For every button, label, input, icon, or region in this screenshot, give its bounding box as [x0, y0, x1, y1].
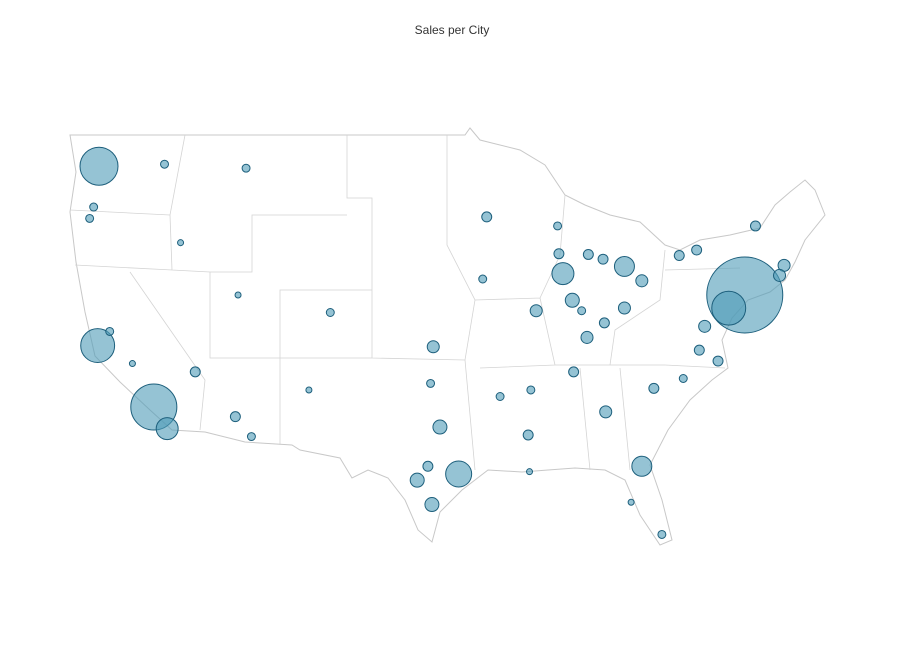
- city-bubble: [693, 344, 705, 356]
- state-borders: [69, 134, 741, 471]
- city-bubble: [526, 468, 534, 476]
- city-bubble: [582, 248, 594, 260]
- city-bubble: [246, 432, 256, 442]
- city-bubble: [597, 253, 609, 265]
- city-bubble: [698, 319, 712, 333]
- city-bubble: [553, 248, 565, 260]
- city-bubble: [564, 292, 580, 308]
- city-bubble: [568, 366, 580, 378]
- city-bubble: [155, 417, 179, 441]
- city-bubble: [128, 360, 136, 368]
- city-bubble: [526, 385, 536, 395]
- city-bubble: [241, 163, 251, 173]
- country-outline: [69, 127, 826, 546]
- city-bubble: [749, 220, 761, 232]
- city-bubble: [409, 472, 425, 488]
- city-bubble: [445, 460, 473, 488]
- city-bubble: [177, 239, 185, 247]
- city-bubble: [85, 213, 95, 223]
- city-bubble: [478, 274, 488, 284]
- city-bubble: [79, 146, 119, 186]
- city-bubble: [657, 529, 667, 539]
- city-bubble: [712, 355, 724, 367]
- city-bubble: [648, 382, 660, 394]
- city-bubble: [234, 291, 242, 299]
- city-bubble: [160, 159, 169, 169]
- city-bubble: [422, 460, 434, 472]
- city-bubble: [551, 262, 575, 286]
- city-bubble: [711, 290, 747, 326]
- city-bubble: [635, 274, 649, 288]
- city-bubble: [678, 374, 688, 383]
- chart-title: Sales per City: [415, 23, 490, 37]
- city-bubble: [617, 301, 631, 315]
- city-bubble: [424, 497, 440, 513]
- city-bubble: [529, 304, 543, 318]
- city-bubble: [598, 317, 610, 329]
- city-bubble: [627, 498, 635, 506]
- city-bubble: [426, 340, 440, 354]
- city-bubble: [613, 255, 635, 277]
- city-bubble: [426, 378, 436, 388]
- city-bubble: [80, 328, 116, 364]
- city-bubble: [691, 244, 703, 256]
- city-bubble: [325, 308, 335, 317]
- city-bubble: [673, 250, 685, 262]
- city-bubble: [577, 306, 587, 316]
- city-bubble: [229, 411, 241, 423]
- city-bubble: [105, 326, 115, 336]
- city-bubble: [631, 455, 653, 477]
- city-bubble: [580, 330, 594, 344]
- city-bubble: [189, 366, 201, 378]
- city-bubble: [89, 202, 99, 212]
- city-bubble: [553, 221, 563, 231]
- city-bubble: [522, 429, 534, 441]
- city-bubble: [305, 386, 313, 394]
- city-bubble: [773, 268, 787, 282]
- city-bubble: [432, 419, 448, 435]
- city-bubble: [495, 392, 505, 401]
- city-bubble: [481, 211, 493, 223]
- city-bubble: [599, 405, 613, 419]
